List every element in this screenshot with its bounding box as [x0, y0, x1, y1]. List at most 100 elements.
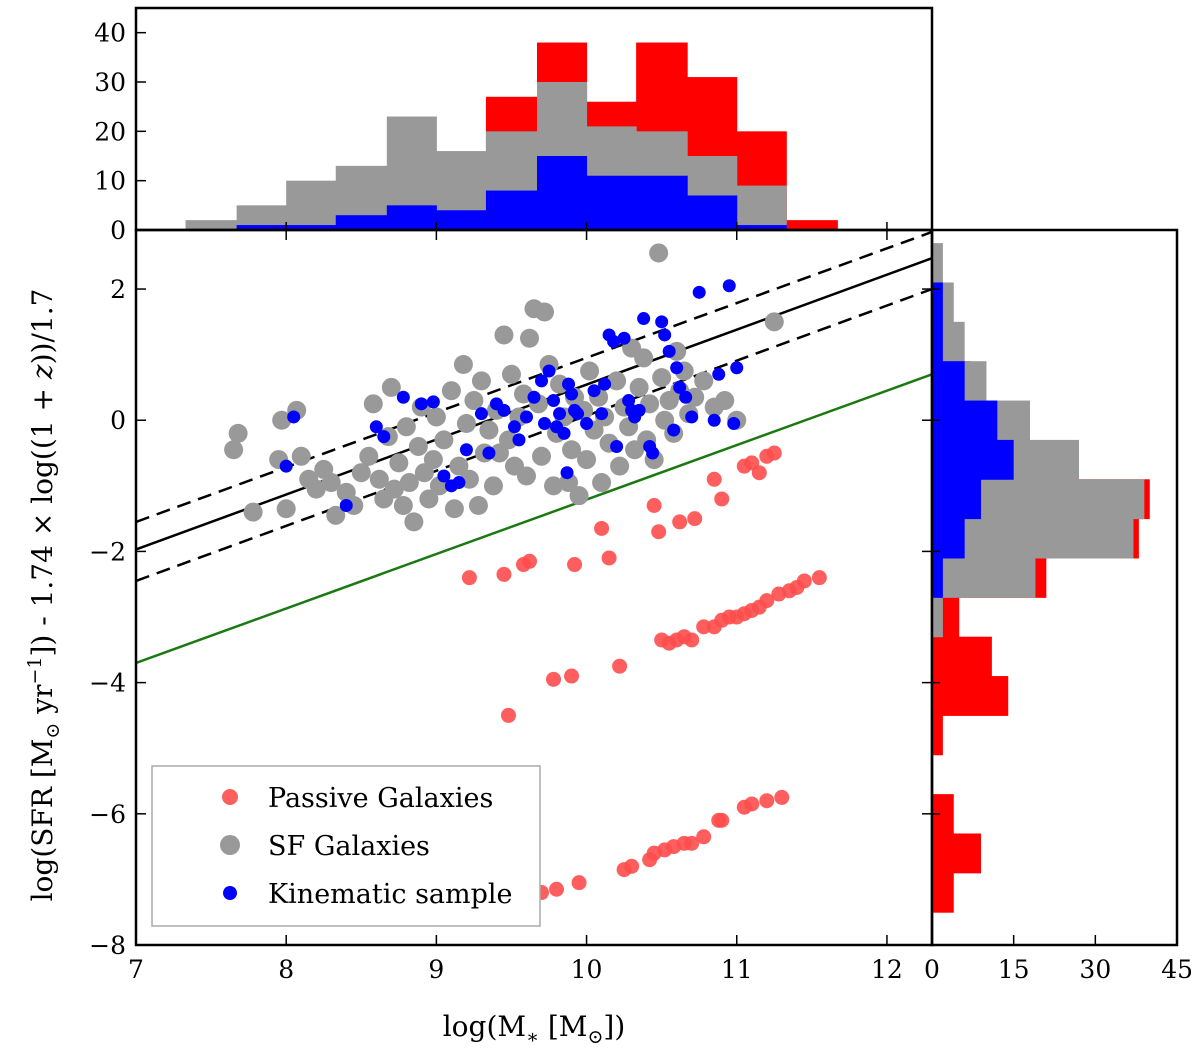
right-hist-bar-red — [932, 676, 1009, 716]
passive-galaxy-point — [564, 668, 580, 684]
y-tick-label: 0 — [110, 406, 126, 435]
kinematic-point — [535, 374, 549, 388]
kinematic-point — [655, 315, 669, 329]
sf-galaxy-point — [649, 243, 669, 263]
sf-galaxy-point — [629, 377, 649, 397]
kinematic-point — [474, 407, 488, 421]
x-tick-label: 12 — [871, 955, 903, 984]
top-hist-bar-blue — [586, 175, 637, 230]
kinematic-point — [557, 426, 571, 440]
scatter-points — [224, 243, 827, 901]
passive-galaxy-point — [612, 658, 628, 674]
kinematic-point — [279, 459, 293, 473]
x-tick-label: 10 — [571, 955, 603, 984]
top-y-tick-label: 20 — [94, 117, 126, 146]
kinematic-point — [667, 423, 681, 437]
passive-galaxy-point — [496, 566, 512, 582]
top-hist-bar-blue — [687, 195, 738, 230]
kinematic-point — [622, 394, 636, 408]
right-hist-bar-red — [932, 636, 992, 677]
sf-galaxy-point — [471, 371, 491, 391]
sf-galaxy-point — [532, 446, 552, 466]
right-hist-bar-red — [932, 715, 943, 756]
x-tick-label: 9 — [428, 955, 444, 984]
right-hist-bar-blue — [932, 400, 998, 441]
top-y-tick-label: 40 — [94, 19, 126, 48]
y-tick-label: −8 — [89, 931, 126, 960]
kinematic-point — [617, 331, 631, 345]
passive-galaxy-point — [766, 445, 782, 461]
reference-lines — [136, 230, 932, 665]
y-tick-label: 2 — [110, 275, 126, 304]
sf-galaxy-point — [494, 325, 514, 345]
kinematic-point — [580, 417, 594, 431]
sf-galaxy-point — [426, 407, 446, 427]
y-axis-label: log(SFR [M⊙ yr−1]) - 1.74 × log((1 + z))… — [24, 289, 64, 902]
passive-galaxy-point — [521, 553, 537, 569]
kinematic-point — [658, 328, 672, 342]
kinematic-point — [547, 394, 561, 408]
kinematic-point — [426, 395, 440, 409]
top-histogram: 0 10 20 30 40 — [94, 6, 934, 245]
legend-marker-sf — [220, 835, 240, 855]
kinematic-point — [459, 443, 473, 457]
sf-galaxy-point — [434, 430, 454, 450]
passive-galaxy-point — [594, 520, 610, 536]
line-main-sequence-upper — [136, 230, 932, 524]
top-hist-bar-gray — [185, 220, 238, 230]
kinematic-point — [562, 377, 576, 391]
sf-galaxy-point — [764, 312, 784, 332]
kinematic-point — [587, 384, 601, 398]
top-hist-bar-gray — [286, 180, 337, 230]
passive-galaxy-point — [687, 511, 703, 527]
legend-label-passive: Passive Galaxies — [268, 783, 493, 814]
top-histogram-bars — [185, 42, 838, 231]
sf-galaxy-point — [384, 479, 404, 499]
kinematic-point — [527, 390, 541, 404]
kinematic-point — [646, 446, 660, 460]
sf-galaxy-point — [321, 473, 341, 493]
kinematic-point — [662, 344, 676, 358]
sf-galaxy-point — [326, 505, 346, 525]
top-y-tick-label: 0 — [110, 216, 126, 245]
kinematic-point — [553, 407, 567, 421]
sf-galaxy-point — [359, 446, 379, 466]
sf-galaxy-point — [224, 440, 244, 460]
passive-galaxy-point — [601, 550, 617, 566]
passive-galaxy-point — [571, 875, 587, 891]
legend-label-sf: SF Galaxies — [268, 831, 430, 862]
sf-galaxy-point — [501, 364, 521, 384]
top-hist-bar-blue — [736, 225, 787, 230]
sf-galaxy-point — [381, 377, 401, 397]
sf-galaxy-point — [592, 473, 612, 493]
legend: Passive Galaxies SF Galaxies Kinematic s… — [151, 765, 541, 927]
sf-galaxy-point — [228, 423, 248, 443]
kinematic-point — [707, 413, 721, 427]
right-x-tick-label: 15 — [998, 955, 1030, 984]
kinematic-point — [598, 377, 612, 391]
passive-galaxy-point — [696, 829, 712, 845]
sf-galaxy-point — [610, 456, 630, 476]
sf-galaxy-point — [607, 371, 627, 391]
right-histogram-bars — [932, 243, 1150, 913]
right-histogram: 0 15 30 45 — [924, 228, 1193, 984]
sf-galaxy-point — [444, 499, 464, 519]
sf-galaxy-point — [577, 450, 597, 470]
passive-galaxy-point — [696, 619, 712, 635]
passive-galaxy-point — [774, 789, 790, 805]
kinematic-point — [673, 380, 687, 394]
passive-galaxy-point — [646, 498, 662, 514]
passive-galaxy-point — [624, 858, 640, 874]
kinematic-point — [542, 364, 556, 378]
kinematic-point — [595, 407, 609, 421]
top-hist-bar-blue — [436, 210, 487, 230]
top-hist-bar-blue — [537, 156, 588, 230]
sf-galaxy-point — [516, 466, 536, 486]
passive-galaxy-point — [461, 570, 477, 586]
sf-galaxy-point — [634, 348, 654, 368]
legend-label-kinematic: Kinematic sample — [268, 879, 513, 910]
right-x-tick-label: 45 — [1161, 955, 1193, 984]
kinematic-point — [377, 430, 391, 444]
sf-galaxy-point — [396, 417, 416, 437]
top-hist-bar-gray — [736, 185, 787, 230]
